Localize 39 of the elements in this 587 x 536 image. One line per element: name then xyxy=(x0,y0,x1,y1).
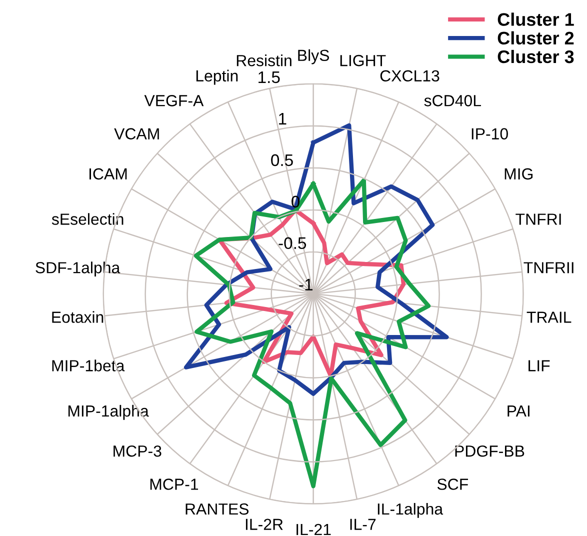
y-tick-label: -0.5 xyxy=(278,237,306,250)
y-tick-label: -1 xyxy=(299,278,312,290)
spoke-label: RANTES xyxy=(186,503,249,515)
spoke-label: MIP-1beta xyxy=(52,360,125,372)
spoke-label: IL-21 xyxy=(296,524,331,536)
spoke-label: SCF xyxy=(437,478,468,490)
spoke-label: sEselectin xyxy=(52,213,124,225)
spoke-label: IP-10 xyxy=(472,128,508,140)
legend-label: Cluster 1 xyxy=(498,12,574,26)
spoke-label: SDF-1alpha xyxy=(36,262,120,276)
spoke-label: Leptin xyxy=(196,70,238,85)
y-tick-label: 1.5 xyxy=(258,71,280,84)
spoke-label: IL-2R xyxy=(246,518,283,530)
spoke-label: TNFRI xyxy=(516,214,561,225)
spoke-label: Resistin xyxy=(236,54,292,66)
spoke-label: MCP-1 xyxy=(150,478,198,490)
spoke-label: CXCL13 xyxy=(380,70,440,82)
spoke-label: VEGF-A xyxy=(144,95,204,106)
spoke-label: TNFRII xyxy=(524,262,574,274)
spoke-label: MIG xyxy=(504,168,533,180)
y-tick-label: 1 xyxy=(279,112,286,124)
spoke-label: LIGHT xyxy=(340,54,386,66)
spoke-label: Eotaxin xyxy=(52,311,104,323)
spoke-label: PAI xyxy=(508,406,530,417)
spoke-label: LIF xyxy=(528,360,550,372)
spoke-label: IL-1alpha xyxy=(378,502,444,518)
spoke-label: BlyS xyxy=(298,49,329,64)
spoke-label: IL-7 xyxy=(350,518,376,530)
spoke-label: TRAIL xyxy=(526,312,572,323)
legend-label: Cluster 3 xyxy=(498,50,574,64)
spoke-label: MCP-3 xyxy=(114,445,162,457)
spoke-label: PDGF-BB xyxy=(455,445,524,457)
legend-label: Cluster 2 xyxy=(498,31,574,45)
y-tick-label: 0 xyxy=(292,196,300,208)
spoke-label: sCD40L xyxy=(424,95,481,106)
spoke-label: MIP-1alpha xyxy=(68,404,149,420)
spoke-label: VCAM xyxy=(114,128,159,140)
spoke-label: ICAM xyxy=(90,168,127,180)
y-tick-label: 0.5 xyxy=(271,154,293,166)
